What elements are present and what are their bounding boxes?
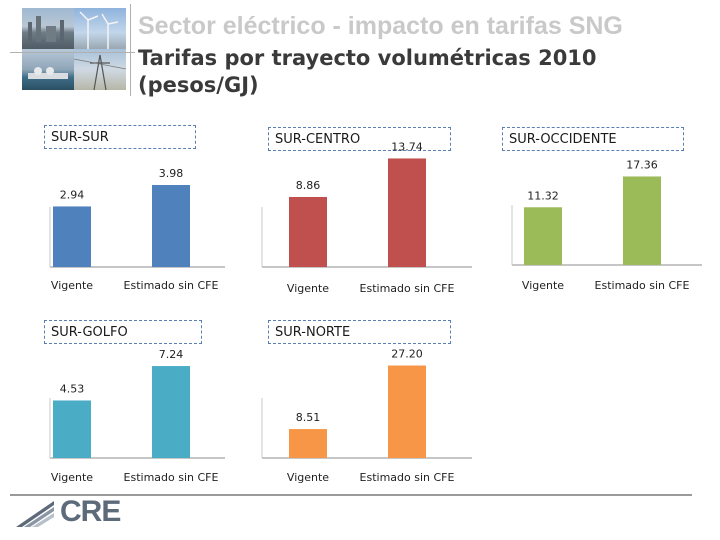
- footer-rule: [10, 494, 692, 496]
- bar-value-label: 8.51: [296, 411, 321, 424]
- cre-logo-icon: [16, 501, 54, 527]
- bar-estimado-sin-cfe: [388, 158, 426, 267]
- category-label: Vigente: [51, 471, 93, 484]
- bar-vigente: [53, 206, 91, 267]
- cre-wordmark: CRE: [60, 495, 121, 528]
- cre-logo: CRE: [14, 495, 126, 533]
- page-subtitle: Tarifas por trayecto volumétricas 2010 (…: [138, 46, 597, 97]
- bar-vigente: [53, 400, 91, 458]
- panel-label-sur-centro: SUR-CENTRO: [268, 127, 451, 151]
- category-label: Estimado sin CFE: [360, 471, 455, 484]
- category-label: Estimado sin CFE: [595, 279, 690, 292]
- bar-estimado-sin-cfe: [152, 185, 190, 267]
- panel-label-sur-sur: SUR-SUR: [44, 125, 196, 149]
- bar-estimado-sin-cfe: [388, 365, 426, 458]
- page-title: Sector eléctrico - impacto en tarifas SN…: [138, 12, 623, 40]
- bar-vigente: [289, 197, 327, 267]
- category-label: Estimado sin CFE: [360, 282, 455, 295]
- power-lines-photo: [74, 49, 126, 90]
- wind-turbines-photo: [74, 8, 126, 49]
- panel-label-sur-golfo: SUR-GOLFO: [44, 320, 202, 344]
- chart-sur-sur: 2.94 Vigente 3.98 Estimado sin CFE: [49, 167, 225, 292]
- lng-ship-photo: [22, 49, 74, 90]
- category-label: Estimado sin CFE: [124, 279, 219, 292]
- bar-value-label: 3.98: [159, 167, 184, 180]
- header-horizontal-rule: [10, 52, 135, 53]
- chart-sur-occidente: 11.32 Vigente 17.36 Estimado sin CFE: [511, 158, 702, 292]
- category-label: Vigente: [287, 282, 329, 295]
- bar-value-label: 7.24: [159, 348, 184, 361]
- chart-sur-norte: 8.51 Vigente 27.20 Estimado sin CFE: [261, 348, 472, 484]
- chart-sur-centro: 8.86 Vigente 13.74 Estimado sin CFE: [261, 140, 472, 295]
- bar-value-label: 2.94: [60, 188, 85, 201]
- panel-label-sur-occidente: SUR-OCCIDENTE: [502, 127, 684, 151]
- industrial-plant-photo: [22, 8, 74, 49]
- bar-value-label: 8.86: [296, 179, 321, 192]
- panel-label-sur-norte: SUR-NORTE: [268, 320, 451, 344]
- bar-estimado-sin-cfe: [623, 176, 661, 265]
- category-label: Vigente: [522, 279, 564, 292]
- bar-value-label: 27.20: [391, 348, 423, 361]
- header-photo-collage: [22, 8, 126, 90]
- bar-vigente: [524, 207, 562, 265]
- bar-vigente: [289, 429, 327, 458]
- bar-value-label: 17.36: [626, 158, 658, 171]
- category-label: Vigente: [51, 279, 93, 292]
- category-label: Vigente: [287, 471, 329, 484]
- bar-value-label: 4.53: [60, 382, 85, 395]
- bar-value-label: 11.32: [527, 189, 559, 202]
- chart-sur-golfo: 4.53 Vigente 7.24 Estimado sin CFE: [49, 348, 225, 484]
- bar-value-label: 13.74: [391, 140, 423, 153]
- bar-estimado-sin-cfe: [152, 366, 190, 458]
- category-label: Estimado sin CFE: [124, 471, 219, 484]
- header-vertical-rule: [130, 4, 131, 96]
